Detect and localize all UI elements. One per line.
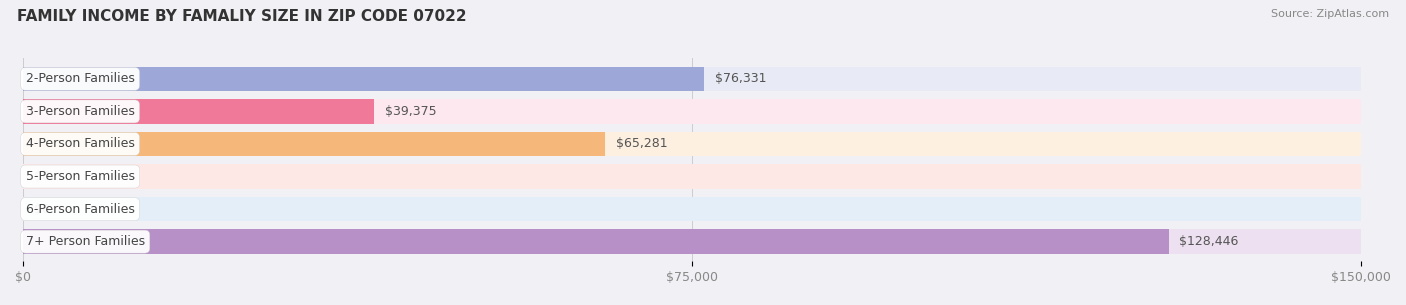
Text: $65,281: $65,281 [616, 138, 668, 150]
Bar [22, 132, 606, 156]
Bar [22, 67, 1361, 91]
Text: $0: $0 [34, 203, 49, 216]
Text: 3-Person Families: 3-Person Families [25, 105, 135, 118]
Text: 7+ Person Families: 7+ Person Families [25, 235, 145, 248]
Text: 2-Person Families: 2-Person Families [25, 72, 135, 85]
Bar [22, 229, 1168, 254]
Bar [22, 164, 1361, 189]
Text: $0: $0 [34, 170, 49, 183]
Text: FAMILY INCOME BY FAMALIY SIZE IN ZIP CODE 07022: FAMILY INCOME BY FAMALIY SIZE IN ZIP COD… [17, 9, 467, 24]
Bar [22, 67, 704, 91]
Text: $76,331: $76,331 [714, 72, 766, 85]
Bar [22, 132, 1361, 156]
Text: 5-Person Families: 5-Person Families [25, 170, 135, 183]
Text: $128,446: $128,446 [1180, 235, 1239, 248]
Bar [22, 99, 374, 124]
Bar [22, 197, 1361, 221]
Text: 4-Person Families: 4-Person Families [25, 138, 135, 150]
Text: 6-Person Families: 6-Person Families [25, 203, 135, 216]
Bar [22, 229, 1361, 254]
Bar [22, 99, 1361, 124]
Text: $39,375: $39,375 [385, 105, 437, 118]
Text: Source: ZipAtlas.com: Source: ZipAtlas.com [1271, 9, 1389, 19]
